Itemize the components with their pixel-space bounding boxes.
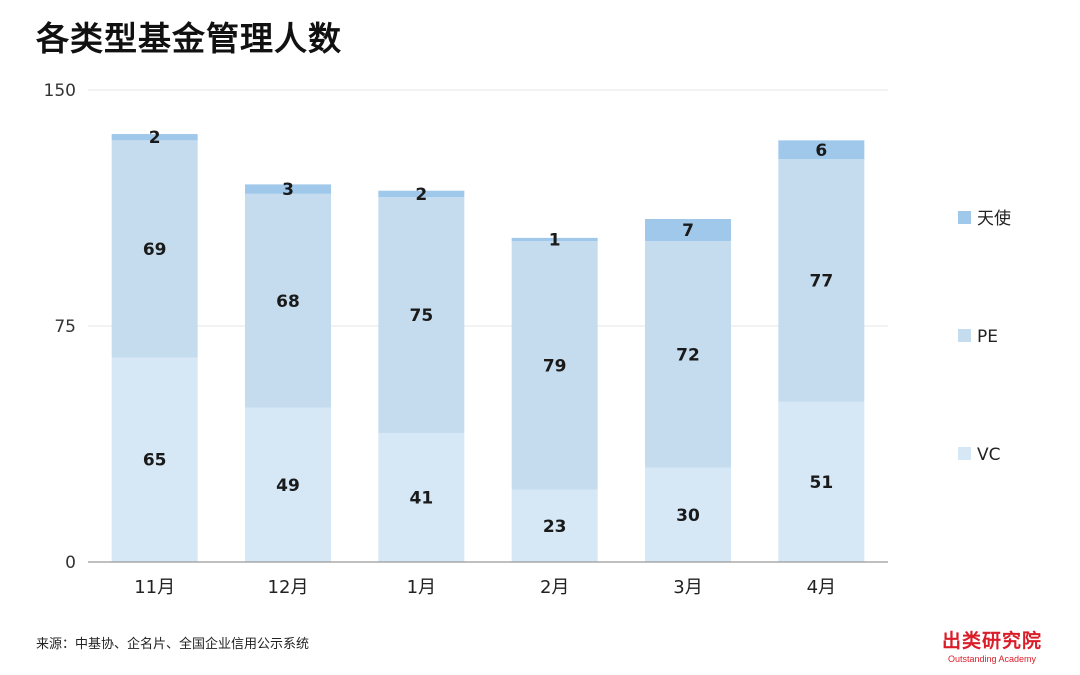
- source-note: 来源：中基协、企名片、全国企业信用公示系统: [36, 637, 310, 652]
- data-label: 30: [676, 506, 700, 526]
- data-label: 79: [543, 356, 567, 376]
- x-tick-label: 1月: [407, 577, 436, 598]
- bar-pe: [778, 159, 865, 402]
- legend-label: VC: [977, 445, 1001, 465]
- bar-pe: [378, 196, 465, 433]
- data-label: 51: [809, 473, 833, 493]
- data-label: 1: [549, 230, 561, 250]
- data-label: 3: [282, 180, 294, 200]
- legend-swatch: [958, 329, 971, 342]
- bar-vc: [645, 467, 731, 562]
- brand-name-cn: 出类研究院: [941, 630, 1042, 652]
- y-tick-label: 75: [54, 317, 76, 337]
- data-label: 7: [682, 221, 694, 241]
- data-label: 2: [149, 128, 161, 148]
- bar-angel: [511, 237, 598, 242]
- bar-pe: [111, 140, 198, 358]
- x-tick-label: 2月: [540, 577, 569, 598]
- chart-title: 各类型基金管理人数: [36, 19, 342, 58]
- bar-angel: [378, 190, 465, 197]
- stacked-bar-chart: 0751506569211月4968312月417521月237912月3072…: [44, 81, 1011, 598]
- bar-pe: [645, 241, 731, 468]
- bar-vc: [778, 401, 865, 562]
- y-tick-label: 0: [65, 553, 76, 573]
- data-label: 6: [815, 141, 827, 161]
- data-label: 68: [276, 292, 300, 312]
- bar-vc: [378, 432, 465, 562]
- legend-label: 天使: [977, 208, 1011, 229]
- bar-vc: [511, 489, 598, 562]
- data-label: 49: [276, 476, 300, 496]
- bar-vc: [111, 357, 198, 562]
- data-label: 2: [415, 185, 427, 205]
- brand-name-en: Outstanding Academy: [947, 654, 1037, 664]
- bar-vc: [245, 407, 331, 562]
- x-tick-label: 11月: [134, 577, 175, 598]
- data-label: 69: [143, 240, 167, 260]
- data-label: 41: [409, 488, 433, 508]
- data-label: 23: [543, 517, 567, 537]
- x-tick-label: 3月: [673, 577, 702, 598]
- legend-swatch: [958, 211, 971, 224]
- x-tick-label: 4月: [807, 577, 836, 598]
- data-label: 65: [143, 451, 167, 471]
- bar-angel: [245, 184, 331, 194]
- bar-angel: [645, 219, 731, 242]
- x-tick-label: 12月: [268, 577, 309, 598]
- bar-angel: [111, 134, 198, 141]
- legend-swatch: [958, 447, 971, 460]
- data-label: 75: [409, 306, 433, 326]
- legend-label: PE: [977, 327, 998, 347]
- bar-angel: [778, 140, 865, 160]
- y-tick-label: 150: [44, 81, 76, 101]
- brand-logo: 出类研究院 Outstanding Academy: [942, 626, 1042, 664]
- data-label: 77: [809, 271, 833, 291]
- bar-pe: [511, 241, 598, 490]
- data-label: 72: [676, 345, 700, 365]
- bar-pe: [245, 193, 331, 408]
